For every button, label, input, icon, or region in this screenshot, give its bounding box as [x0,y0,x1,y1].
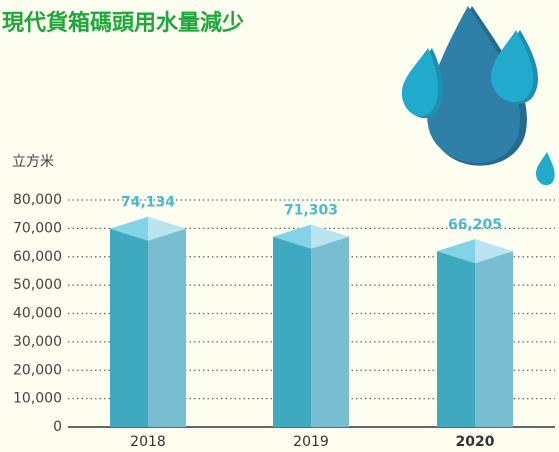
bar-right-face [475,251,513,427]
y-tick-label: 50,000 [13,277,62,293]
x-tick-label: 2019 [293,434,329,450]
chart-title: 現代貨箱碼頭用水量減少 [2,10,244,36]
x-tick-label: 2020 [456,434,495,450]
chart: 現代貨箱碼頭用水量減少 立方米 0 10,000 20,000 30,000 40,00… [0,0,559,452]
y-tick-label: 70,000 [13,220,62,236]
x-tick-label: 2018 [130,434,166,450]
y-tick-label: 10,000 [13,391,62,407]
bar-left-face [273,237,311,427]
bar-right-face [148,229,186,427]
water-drops [402,6,555,185]
y-axis-label: 立方米 [12,154,54,170]
y-tick-label: 60,000 [13,249,62,265]
y-tick-label: 30,000 [13,334,62,350]
y-tick-label: 0 [53,419,62,435]
y-tick-label: 80,000 [13,192,62,208]
value-label: 74,134 [121,195,175,211]
bar-right-face [311,237,349,427]
value-label: 71,303 [284,203,338,219]
y-tick-label: 20,000 [13,362,62,378]
value-label: 66,205 [448,217,502,233]
bar-left-face [110,229,148,427]
y-tick-label: 40,000 [13,306,62,322]
bar-left-face [437,251,475,427]
